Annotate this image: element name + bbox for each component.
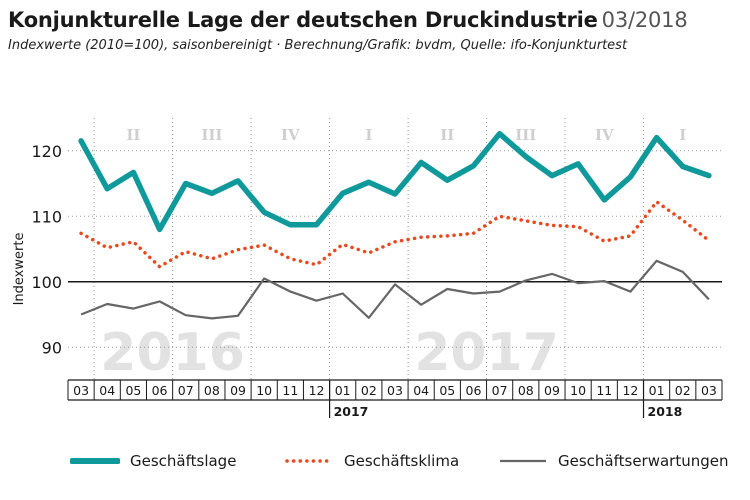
x-tick-label-11: 02: [361, 383, 377, 398]
legend-label-geschaeftslage: Geschäftslage: [130, 452, 237, 470]
x-tick-label-23: 02: [675, 383, 691, 398]
title-text: Konjunkturelle Lage der deutschen Drucki…: [8, 8, 598, 32]
x-tick-label-22: 01: [649, 383, 665, 398]
y-tick-label-90: 90: [42, 338, 62, 357]
title-date: 03/2018: [601, 8, 688, 32]
year-label-2017: 2017: [334, 404, 369, 419]
series-line-2: [80, 259, 710, 320]
series-line-0: [78, 130, 712, 233]
legend: Geschäftslage Geschäftsklima Geschäftser…: [0, 452, 750, 478]
legend-item-geschaeftserwartungen: Geschäftserwartungen: [498, 452, 729, 470]
x-tick-label-12: 03: [387, 383, 403, 398]
year-label-2018: 2018: [648, 404, 683, 419]
x-tick-label-15: 06: [466, 383, 482, 398]
x-tick-label-21: 12: [622, 383, 638, 398]
watermark-year-1: 2017: [414, 323, 559, 383]
x-tick-label-1: 04: [99, 383, 115, 398]
watermark-year-0: 2016: [100, 323, 245, 383]
quarter-label-2: IV: [281, 126, 300, 144]
x-tick-label-20: 11: [596, 383, 612, 398]
quarter-label-3: I: [365, 126, 372, 144]
x-tick-label-7: 10: [256, 383, 272, 398]
x-tick-label-2: 05: [125, 383, 141, 398]
x-tick-label-18: 09: [544, 383, 560, 398]
x-tick-label-6: 09: [230, 383, 246, 398]
quarter-label-7: I: [679, 126, 686, 144]
quarter-label-6: IV: [595, 126, 614, 144]
x-tick-label-9: 12: [309, 383, 325, 398]
x-tick-label-17: 08: [518, 383, 534, 398]
x-tick-label-19: 10: [570, 383, 586, 398]
y-axis-label: Indexwerte: [12, 233, 27, 306]
y-tick-label-110: 110: [31, 207, 62, 226]
quarter-label-4: II: [440, 126, 454, 144]
legend-item-geschaeftslage: Geschäftslage: [70, 452, 236, 470]
legend-label-geschaeftserwartungen: Geschäftserwartungen: [558, 452, 729, 470]
x-tick-label-5: 08: [204, 383, 220, 398]
y-tick-label-120: 120: [31, 142, 62, 161]
x-tick-label-14: 05: [439, 383, 455, 398]
series-line-1: [79, 199, 711, 269]
quarter-label-1: III: [201, 126, 222, 144]
x-tick-label-4: 07: [178, 383, 194, 398]
chart-header: Konjunkturelle Lage der deutschen Drucki…: [8, 8, 743, 53]
x-tick-label-8: 11: [282, 383, 298, 398]
x-tick-label-3: 06: [152, 383, 168, 398]
legend-swatch-geschaeftsklima: [285, 459, 334, 463]
chart-subtitle: Indexwerte (2010=100), saisonbereinigt ·…: [8, 38, 628, 53]
x-tick-label-0: 03: [73, 383, 89, 398]
chart-title: Konjunkturelle Lage der deutschen Drucki…: [8, 8, 743, 32]
x-tick-label-13: 04: [413, 383, 429, 398]
legend-label-geschaeftsklima: Geschäftsklima: [344, 452, 460, 470]
x-tick-label-10: 01: [335, 383, 351, 398]
legend-item-geschaeftsklima: Geschäftsklima: [284, 452, 459, 470]
legend-swatch-geschaeftslage: [70, 458, 120, 464]
legend-swatch-geschaeftserwartungen: [500, 459, 546, 463]
x-tick-label-24: 03: [701, 383, 717, 398]
quarter-label-5: III: [515, 126, 536, 144]
x-tick-label-16: 07: [492, 383, 508, 398]
y-tick-label-100: 100: [31, 273, 62, 292]
quarter-label-0: II: [126, 126, 140, 144]
